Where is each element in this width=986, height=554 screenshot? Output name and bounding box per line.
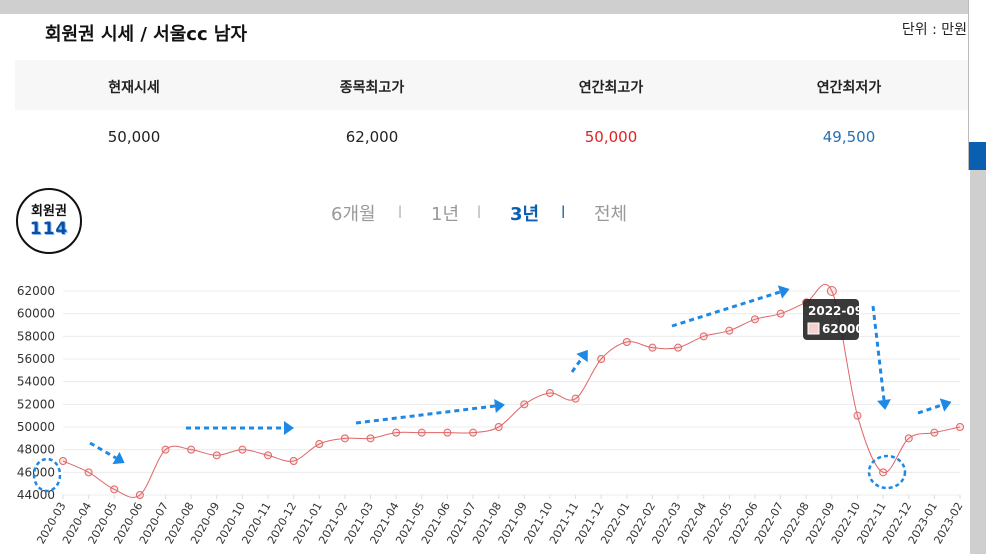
data-point bbox=[59, 457, 67, 465]
data-point bbox=[443, 428, 452, 437]
data-point bbox=[750, 315, 759, 324]
data-point bbox=[366, 434, 375, 443]
year-high-value: 50,000 bbox=[584, 128, 638, 146]
summary-band bbox=[15, 60, 970, 110]
series-line bbox=[62, 283, 961, 498]
data-point bbox=[110, 485, 119, 494]
tooltip-swatch bbox=[807, 322, 820, 335]
year-high-label: 연간최고가 bbox=[578, 80, 644, 96]
data-point bbox=[699, 332, 708, 341]
data-point bbox=[238, 445, 247, 454]
year-low-label: 연간최저가 bbox=[816, 80, 882, 96]
y-tick-label: 44000 bbox=[17, 488, 55, 502]
y-tick-label: 52000 bbox=[17, 397, 55, 411]
arrow-head bbox=[576, 349, 588, 363]
y-tick-label: 46000 bbox=[17, 465, 55, 479]
data-point bbox=[545, 389, 554, 397]
trend-arrow bbox=[355, 404, 496, 425]
current-price-value: 50,000 bbox=[107, 128, 161, 146]
data-point bbox=[187, 445, 196, 454]
y-tick-label: 62000 bbox=[17, 284, 55, 298]
arrow-head bbox=[877, 399, 891, 410]
data-point bbox=[597, 355, 606, 363]
side-panel-tab[interactable] bbox=[969, 142, 986, 170]
trend-arrow bbox=[871, 305, 886, 401]
tab-3years[interactable]: 3년 bbox=[510, 204, 540, 225]
y-tick-label: 48000 bbox=[17, 443, 55, 457]
data-point bbox=[161, 445, 170, 454]
data-point bbox=[879, 468, 888, 477]
data-point bbox=[264, 451, 273, 460]
data-point bbox=[494, 423, 503, 431]
data-point bbox=[674, 343, 683, 352]
chart-panel: 회원권 시세 / 서울cc 남자 단위 : 만원 현재시세 종목최고가 연간최고… bbox=[0, 14, 970, 554]
data-point bbox=[776, 309, 785, 318]
tooltip-date: 2022-09 bbox=[808, 304, 863, 318]
current-price-label: 현재시세 bbox=[108, 80, 160, 96]
arrow-head bbox=[494, 399, 505, 413]
unit-label: 단위 : 만원 bbox=[901, 22, 967, 38]
y-tick-label: 60000 bbox=[17, 307, 55, 321]
data-point bbox=[725, 326, 734, 335]
arrow-head bbox=[939, 398, 952, 412]
year-low-value: 49,500 bbox=[822, 128, 876, 146]
trend-arrow bbox=[89, 441, 117, 460]
tab-divider: | bbox=[561, 204, 566, 218]
logo-number: 114 bbox=[29, 219, 69, 239]
y-tick-label: 50000 bbox=[17, 420, 55, 434]
data-point bbox=[212, 451, 221, 460]
data-point bbox=[622, 338, 631, 346]
data-point bbox=[469, 428, 478, 437]
data-point bbox=[520, 400, 529, 409]
data-point bbox=[315, 440, 324, 448]
data-point bbox=[930, 428, 939, 437]
tab-all[interactable]: 전체 bbox=[594, 204, 628, 225]
trend-arrow bbox=[917, 403, 943, 415]
y-tick-label: 56000 bbox=[17, 352, 55, 366]
tab-divider: | bbox=[477, 204, 482, 218]
data-point bbox=[648, 343, 657, 352]
tab-1year[interactable]: 1년 bbox=[431, 204, 460, 225]
data-point bbox=[417, 428, 426, 437]
highlight-circle bbox=[867, 454, 907, 490]
page-title: 회원권 시세 / 서울cc 남자 bbox=[45, 24, 248, 45]
arrow-head bbox=[777, 285, 790, 299]
brand-logo: 회원권 114 bbox=[16, 188, 82, 254]
data-point bbox=[340, 434, 349, 443]
tab-divider: | bbox=[398, 204, 403, 218]
alltime-high-value: 62,000 bbox=[345, 128, 399, 146]
data-point bbox=[392, 428, 401, 437]
tooltip-value: 62000 bbox=[822, 322, 864, 336]
data-point bbox=[289, 457, 298, 465]
data-point bbox=[956, 423, 964, 431]
trend-arrow bbox=[671, 290, 781, 328]
data-point bbox=[826, 286, 837, 296]
data-point bbox=[571, 394, 580, 403]
alltime-high-label: 종목최고가 bbox=[339, 80, 405, 96]
arrow-head bbox=[284, 421, 294, 435]
data-point bbox=[135, 491, 144, 499]
data-point bbox=[853, 411, 862, 420]
y-tick-label: 58000 bbox=[17, 329, 55, 343]
tooltip: 2022-09 62000 bbox=[803, 299, 864, 340]
side-panel-edge bbox=[968, 0, 986, 170]
logo-text: 회원권 bbox=[31, 204, 67, 219]
data-point bbox=[904, 434, 913, 443]
highlight-circle bbox=[32, 457, 62, 493]
trend-arrow bbox=[570, 357, 584, 373]
tab-6months[interactable]: 6개월 bbox=[331, 204, 376, 225]
data-point bbox=[84, 468, 93, 477]
y-tick-label: 54000 bbox=[17, 375, 55, 389]
arrow-head bbox=[112, 451, 125, 465]
